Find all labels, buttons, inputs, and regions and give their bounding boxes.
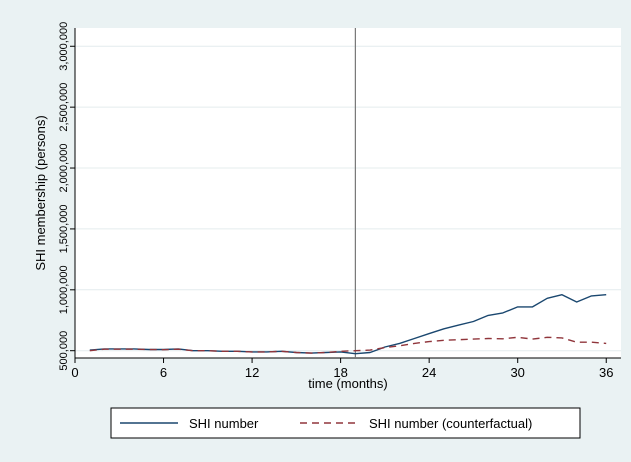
x-tick-label: 6: [160, 365, 167, 380]
legend-box: [110, 407, 581, 439]
legend-label-shi-number: SHI number: [189, 416, 259, 431]
x-tick-label: 30: [510, 365, 524, 380]
y-axis-title: SHI membership (persons): [33, 115, 48, 270]
y-tick-label: 1,000,000: [58, 265, 70, 314]
series-line-shi-number-counterfactual: [89, 336, 607, 354]
x-tick-label: 12: [245, 365, 259, 380]
y-tick-label: 500,000: [58, 331, 70, 371]
y-tick-label: 2,000,000: [58, 144, 70, 193]
x-tick-label: 18: [333, 365, 347, 380]
series-group: [89, 294, 607, 355]
plot-area: [75, 28, 621, 358]
y-tick-label: 2,500,000: [58, 83, 70, 132]
x-tick-label: 0: [71, 365, 78, 380]
y-axis-ticks: 500,000 1,000,000 1,500,000 2,000,000 2,500,…: [58, 22, 75, 371]
x-tick-label: 24: [422, 365, 436, 380]
x-axis-ticks: 0 6 12 18 24 30 36: [71, 358, 613, 380]
x-tick-label: 36: [599, 365, 613, 380]
legend-label-shi-number-counterfactual: SHI number (counterfactual): [369, 416, 532, 431]
legend: SHI number SHI number (counterfactual): [110, 407, 581, 439]
y-tick-label: 3,000,000: [58, 22, 70, 71]
y-tick-label: 1,500,000: [58, 204, 70, 253]
grid: [75, 45, 621, 352]
x-axis-title: time (months): [308, 376, 387, 391]
